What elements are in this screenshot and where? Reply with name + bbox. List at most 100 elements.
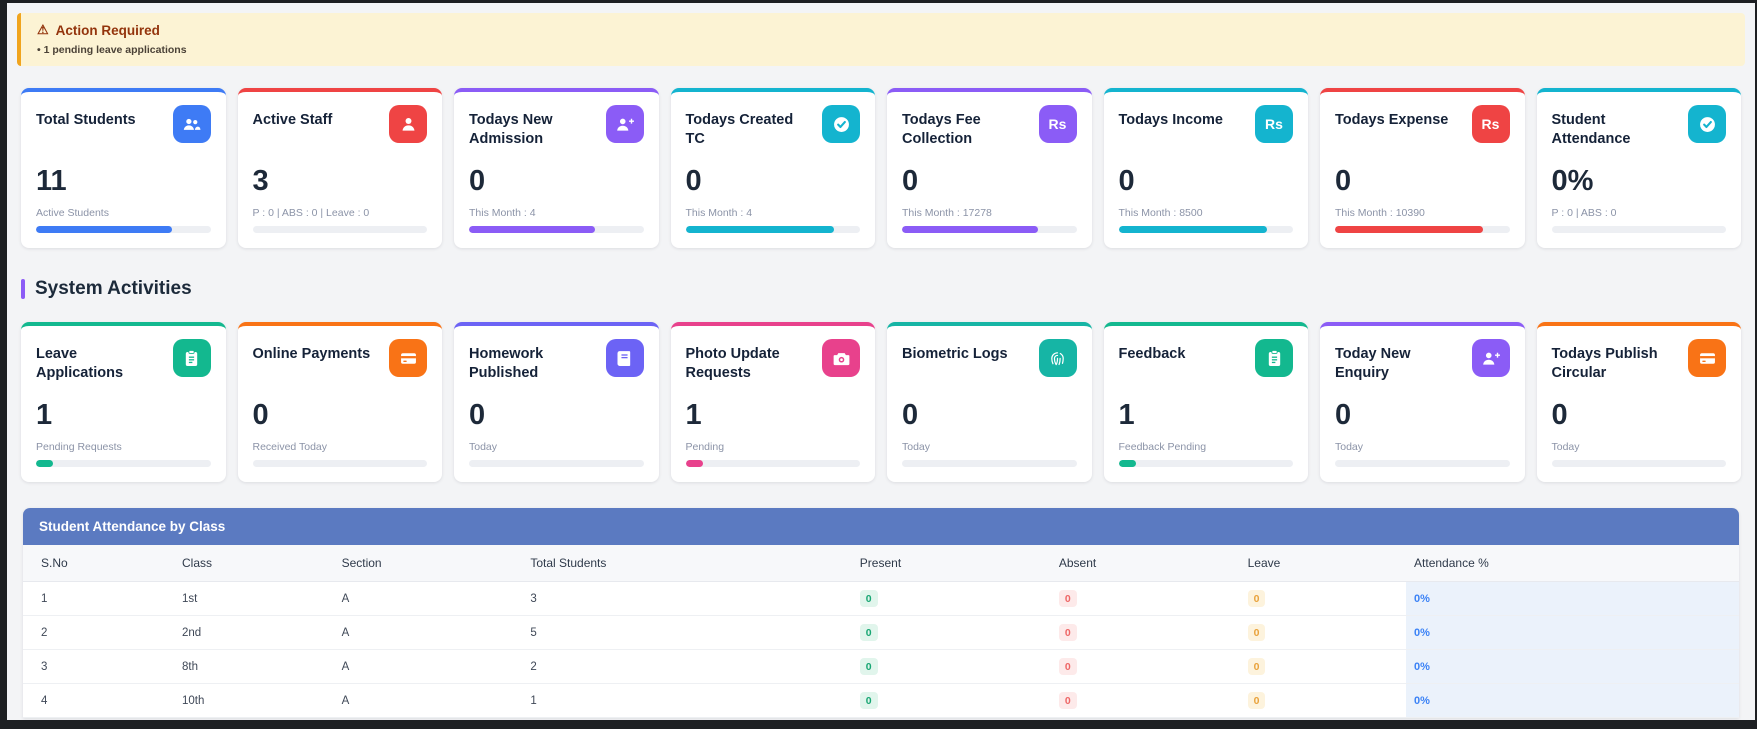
stat-card-todays-income[interactable]: Todays Income Rs 0 This Month : 8500: [1103, 88, 1308, 248]
card-value: 3: [252, 165, 269, 197]
stat-card-todays-new-admission[interactable]: Todays New Admission 0 This Month : 4: [454, 88, 659, 248]
progress-fill: [902, 226, 1039, 233]
card-top-row: Total Students: [36, 105, 211, 143]
stats-row-1: Total Students 11 Active Students Active St…: [21, 88, 1741, 248]
camera-icon: [822, 339, 860, 377]
progress-track: [902, 226, 1077, 233]
cell-attendance-percent: 0%: [1406, 683, 1739, 718]
section-title: System Activities: [35, 278, 192, 299]
cell-leave: 0: [1239, 683, 1407, 718]
stat-card-todays-publish-circular[interactable]: Todays Publish Circular 0 Today: [1536, 322, 1741, 482]
stat-card-biometric-logs[interactable]: Biometric Logs 0 Today: [887, 322, 1092, 482]
cell-absent: 0: [1050, 581, 1240, 616]
stat-card-today-new-enquiry[interactable]: Today New Enquiry 0 Today: [1320, 322, 1525, 482]
progress-fill: [1118, 460, 1136, 467]
stat-card-student-attendance[interactable]: Student Attendance 0% P : 0 | ABS : 0: [1536, 88, 1741, 248]
card-title: Today New Enquiry: [1335, 346, 1411, 381]
stat-card-photo-update-requests[interactable]: Photo Update Requests 1 Pending: [670, 322, 875, 482]
card-value: 0: [902, 165, 919, 197]
stat-card-homework-published[interactable]: Homework Published 0 Today: [454, 322, 659, 482]
stat-card-total-students[interactable]: Total Students 11 Active Students: [21, 88, 226, 248]
section-accent-bar: [21, 279, 25, 299]
progress-track: [36, 226, 211, 233]
section-header: System Activities: [21, 278, 1741, 300]
action-required-alert: ⚠ Action Required • 1 pending leave appl…: [17, 13, 1745, 66]
column-header-total-students: Total Students: [522, 545, 852, 582]
progress-track: [1551, 226, 1726, 233]
card-subtitle: Today: [902, 441, 931, 453]
card-subtitle: Pending Requests: [36, 441, 122, 453]
card-value: 1: [1118, 399, 1135, 431]
cell-class: 2nd: [174, 615, 334, 650]
cell-attendance-percent: 0%: [1406, 581, 1739, 616]
card-title: Biometric Logs: [902, 346, 1008, 362]
progress-track: [1551, 460, 1726, 467]
stat-card-todays-fee-collection[interactable]: Todays Fee Collection Rs 0 This Month : 172…: [887, 88, 1092, 248]
card-top-row: Todays Fee Collection Rs: [902, 105, 1077, 149]
progress-track: [469, 460, 644, 467]
attendance-table: S.No Class Section Total Students Present Abs…: [23, 545, 1739, 718]
card-top-row: Biometric Logs: [902, 339, 1077, 377]
rupee-icon: Rs: [1255, 105, 1293, 143]
card-value: 0: [1335, 399, 1352, 431]
cell-present: 0: [851, 683, 1051, 718]
card-value: 0: [1551, 399, 1568, 431]
column-header-s-no: S.No: [23, 545, 174, 582]
clipboard-icon: [1255, 339, 1293, 377]
stat-card-todays-expense[interactable]: Todays Expense Rs 0 This Month : 10390: [1320, 88, 1525, 248]
progress-track: [252, 460, 427, 467]
card-subtitle: Today: [1551, 441, 1580, 453]
cell-section: A: [333, 683, 523, 718]
cell-present: 0: [851, 581, 1051, 616]
attendance-table-card: Student Attendance by Class S.No Class Sec…: [23, 508, 1739, 718]
stat-card-todays-created-tc[interactable]: Todays Created TC 0 This Month : 4: [670, 88, 875, 248]
leave-badge: 0: [1247, 590, 1266, 607]
progress-fill: [685, 226, 834, 233]
stat-card-leave-applications[interactable]: Leave Applications 1 Pending Requests: [21, 322, 226, 482]
check-circle-icon: [822, 105, 860, 143]
progress-track: [1335, 226, 1510, 233]
stat-card-online-payments[interactable]: Online Payments 0 Received Today: [237, 322, 442, 482]
column-header-absent: Absent: [1050, 545, 1240, 582]
card-title: Todays New Admission: [469, 112, 553, 147]
cell-total-students: 1: [522, 683, 852, 718]
cell-total-students: 5: [522, 615, 852, 650]
table-title-bar: Student Attendance by Class: [23, 508, 1739, 545]
progress-track: [36, 460, 211, 467]
table-title: Student Attendance by Class: [39, 519, 226, 534]
stat-card-active-staff[interactable]: Active Staff 3 P : 0 | ABS : 0 | Leave : 0: [237, 88, 442, 248]
check-circle-icon: [1688, 105, 1726, 143]
cell-sno: 3: [23, 649, 174, 684]
cell-section: A: [333, 615, 523, 650]
card-subtitle: This Month : 17278: [902, 207, 992, 219]
column-header-leave: Leave: [1239, 545, 1407, 582]
present-badge: 0: [859, 692, 878, 709]
card-top-row: Todays New Admission: [469, 105, 644, 149]
cell-leave: 0: [1239, 581, 1407, 616]
dashboard-viewport: ⚠ Action Required • 1 pending leave appl…: [7, 3, 1755, 720]
progress-fill: [685, 460, 703, 467]
warning-icon: ⚠: [37, 22, 49, 37]
card-subtitle: Today: [469, 441, 498, 453]
leave-badge: 0: [1247, 692, 1266, 709]
card-top-row: Homework Published: [469, 339, 644, 383]
card-top-row: Online Payments: [253, 339, 427, 377]
card-title: Todays Income: [1118, 112, 1223, 128]
alert-title-row: ⚠ Action Required: [37, 22, 1729, 38]
rupee-icon: Rs: [1038, 105, 1077, 143]
card-title: Photo Update Requests: [685, 346, 780, 381]
card-value: 0: [252, 399, 269, 431]
progress-track: [1118, 226, 1293, 233]
absent-badge: 0: [1058, 658, 1077, 675]
progress-fill: [36, 460, 54, 467]
cell-section: A: [333, 649, 523, 684]
progress-track: [685, 460, 860, 467]
card-title: Student Attendance: [1551, 112, 1631, 147]
progress-fill: [1335, 226, 1484, 233]
table-header-row: S.No Class Section Total Students Present Abs…: [23, 545, 1739, 582]
card-value: 11: [36, 165, 67, 197]
stat-card-feedback[interactable]: Feedback 1 Feedback Pending: [1103, 322, 1308, 482]
card-title: Todays Created TC: [685, 112, 794, 147]
card-subtitle: This Month : 4: [685, 207, 753, 219]
card-top-row: Todays Expense Rs: [1335, 105, 1510, 143]
